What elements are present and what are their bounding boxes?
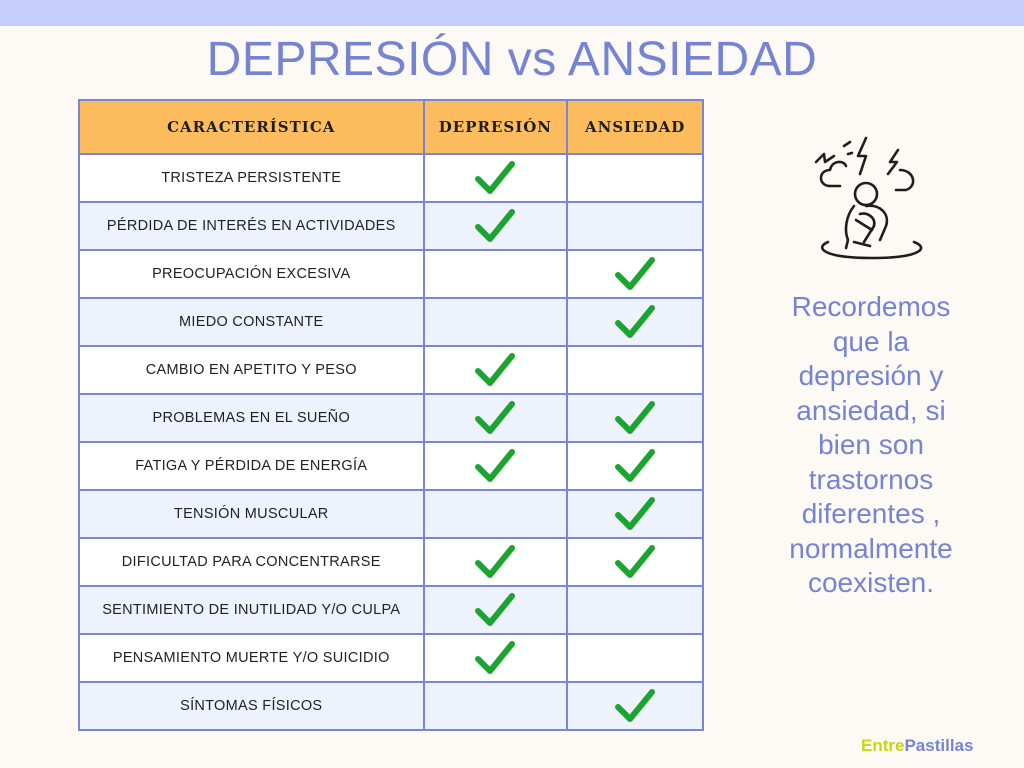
table-row: SENTIMIENTO DE INUTILIDAD Y/O CULPA xyxy=(78,585,704,635)
row-label: SENTIMIENTO DE INUTILIDAD Y/O CULPA xyxy=(78,585,425,635)
row-label: PENSAMIENTO MUERTE Y/O SUICIDIO xyxy=(78,633,425,683)
check-mark-icon xyxy=(425,353,567,387)
check-mark-icon xyxy=(568,497,702,531)
note-line: normalmente xyxy=(789,532,953,564)
cell-ansiedad xyxy=(566,249,704,299)
cell-depresion xyxy=(422,441,569,491)
row-label: TRISTEZA PERSISTENTE xyxy=(78,153,425,203)
brand-part2: Pastillas xyxy=(904,736,974,755)
table-row: CAMBIO EN APETITO Y PESO xyxy=(78,345,704,395)
cell-ansiedad xyxy=(566,153,704,203)
table-row: PREOCUPACIÓN EXCESIVA xyxy=(78,249,704,299)
note-line: bien son xyxy=(818,429,924,460)
note-line: Recordemos xyxy=(791,291,951,322)
anxious-person-icon xyxy=(810,130,934,264)
note-line: coexisten. xyxy=(807,567,935,598)
cell-ansiedad xyxy=(566,681,704,731)
check-mark-icon xyxy=(425,593,567,627)
cell-ansiedad xyxy=(566,633,704,683)
table-row: PENSAMIENTO MUERTE Y/O SUICIDIO xyxy=(78,633,704,683)
row-label: PREOCUPACIÓN EXCESIVA xyxy=(78,249,425,299)
header-ansiedad: ANSIEDAD xyxy=(566,99,704,155)
check-mark-icon xyxy=(425,641,567,675)
cell-depresion xyxy=(422,345,569,395)
row-label: TENSIÓN MUSCULAR xyxy=(78,489,425,539)
note-line: que la xyxy=(832,325,910,357)
row-label: MIEDO CONSTANTE xyxy=(78,297,425,347)
cell-depresion xyxy=(422,585,569,635)
table-row: MIEDO CONSTANTE xyxy=(78,297,704,347)
check-mark-icon xyxy=(425,401,567,435)
table-row: PROBLEMAS EN EL SUEÑO xyxy=(78,393,704,443)
cell-ansiedad xyxy=(566,393,704,443)
note-text: Recordemos que la depresión y ansiedad, … xyxy=(760,290,982,601)
table-row: SÍNTOMAS FÍSICOS xyxy=(78,681,704,731)
comparison-table: CARACTERÍSTICA DEPRESIÓN ANSIEDAD TRISTE… xyxy=(78,99,704,731)
note-line: ansiedad, si xyxy=(796,394,946,426)
check-mark-icon xyxy=(568,401,702,435)
row-label: DIFICULTAD PARA CONCENTRARSE xyxy=(78,537,425,587)
row-label: FATIGA Y PÉRDIDA DE ENERGÍA xyxy=(78,441,425,491)
table-row: DIFICULTAD PARA CONCENTRARSE xyxy=(78,537,704,587)
header-caracteristica: CARACTERÍSTICA xyxy=(78,99,425,155)
brand-logo: EntrePastillas xyxy=(861,736,973,756)
check-mark-icon xyxy=(568,257,702,291)
cell-depresion xyxy=(422,297,569,347)
check-mark-icon xyxy=(425,449,567,483)
cell-depresion xyxy=(422,153,569,203)
cell-ansiedad xyxy=(566,489,704,539)
cell-depresion xyxy=(422,681,569,731)
brand-part1: Entre xyxy=(861,736,905,755)
cell-ansiedad xyxy=(566,537,704,587)
table-row: FATIGA Y PÉRDIDA DE ENERGÍA xyxy=(78,441,704,491)
table-body: TRISTEZA PERSISTENTE PÉRDIDA DE INTERÉS E… xyxy=(78,153,704,731)
table-row: TENSIÓN MUSCULAR xyxy=(78,489,704,539)
check-mark-icon xyxy=(425,161,567,195)
cell-depresion xyxy=(422,489,569,539)
note-line: trastornos xyxy=(808,463,934,495)
check-mark-icon xyxy=(568,305,702,339)
page-title: DEPRESIÓN vs ANSIEDAD xyxy=(206,33,818,86)
cell-ansiedad xyxy=(566,585,704,635)
note-line: diferentes , xyxy=(801,498,941,529)
note-line: depresión y xyxy=(798,360,944,391)
header-depresion: DEPRESIÓN xyxy=(422,99,569,155)
check-mark-icon xyxy=(425,209,567,243)
cell-ansiedad xyxy=(566,201,704,251)
row-label: CAMBIO EN APETITO Y PESO xyxy=(78,345,425,395)
row-label: PROBLEMAS EN EL SUEÑO xyxy=(78,393,425,443)
cell-depresion xyxy=(422,249,569,299)
table-row: TRISTEZA PERSISTENTE xyxy=(78,153,704,203)
check-mark-icon xyxy=(568,545,702,579)
cell-ansiedad xyxy=(566,345,704,395)
top-band xyxy=(0,0,1024,26)
row-label: SÍNTOMAS FÍSICOS xyxy=(78,681,425,731)
cell-ansiedad xyxy=(566,441,704,491)
cell-depresion xyxy=(422,633,569,683)
check-mark-icon xyxy=(568,689,702,723)
cell-ansiedad xyxy=(566,297,704,347)
cell-depresion xyxy=(422,393,569,443)
table-header-row: CARACTERÍSTICA DEPRESIÓN ANSIEDAD xyxy=(78,99,704,155)
table-row: PÉRDIDA DE INTERÉS EN ACTIVIDADES xyxy=(78,201,704,251)
cell-depresion xyxy=(422,537,569,587)
check-mark-icon xyxy=(425,545,567,579)
cell-depresion xyxy=(422,201,569,251)
check-mark-icon xyxy=(568,449,702,483)
row-label: PÉRDIDA DE INTERÉS EN ACTIVIDADES xyxy=(78,201,425,251)
